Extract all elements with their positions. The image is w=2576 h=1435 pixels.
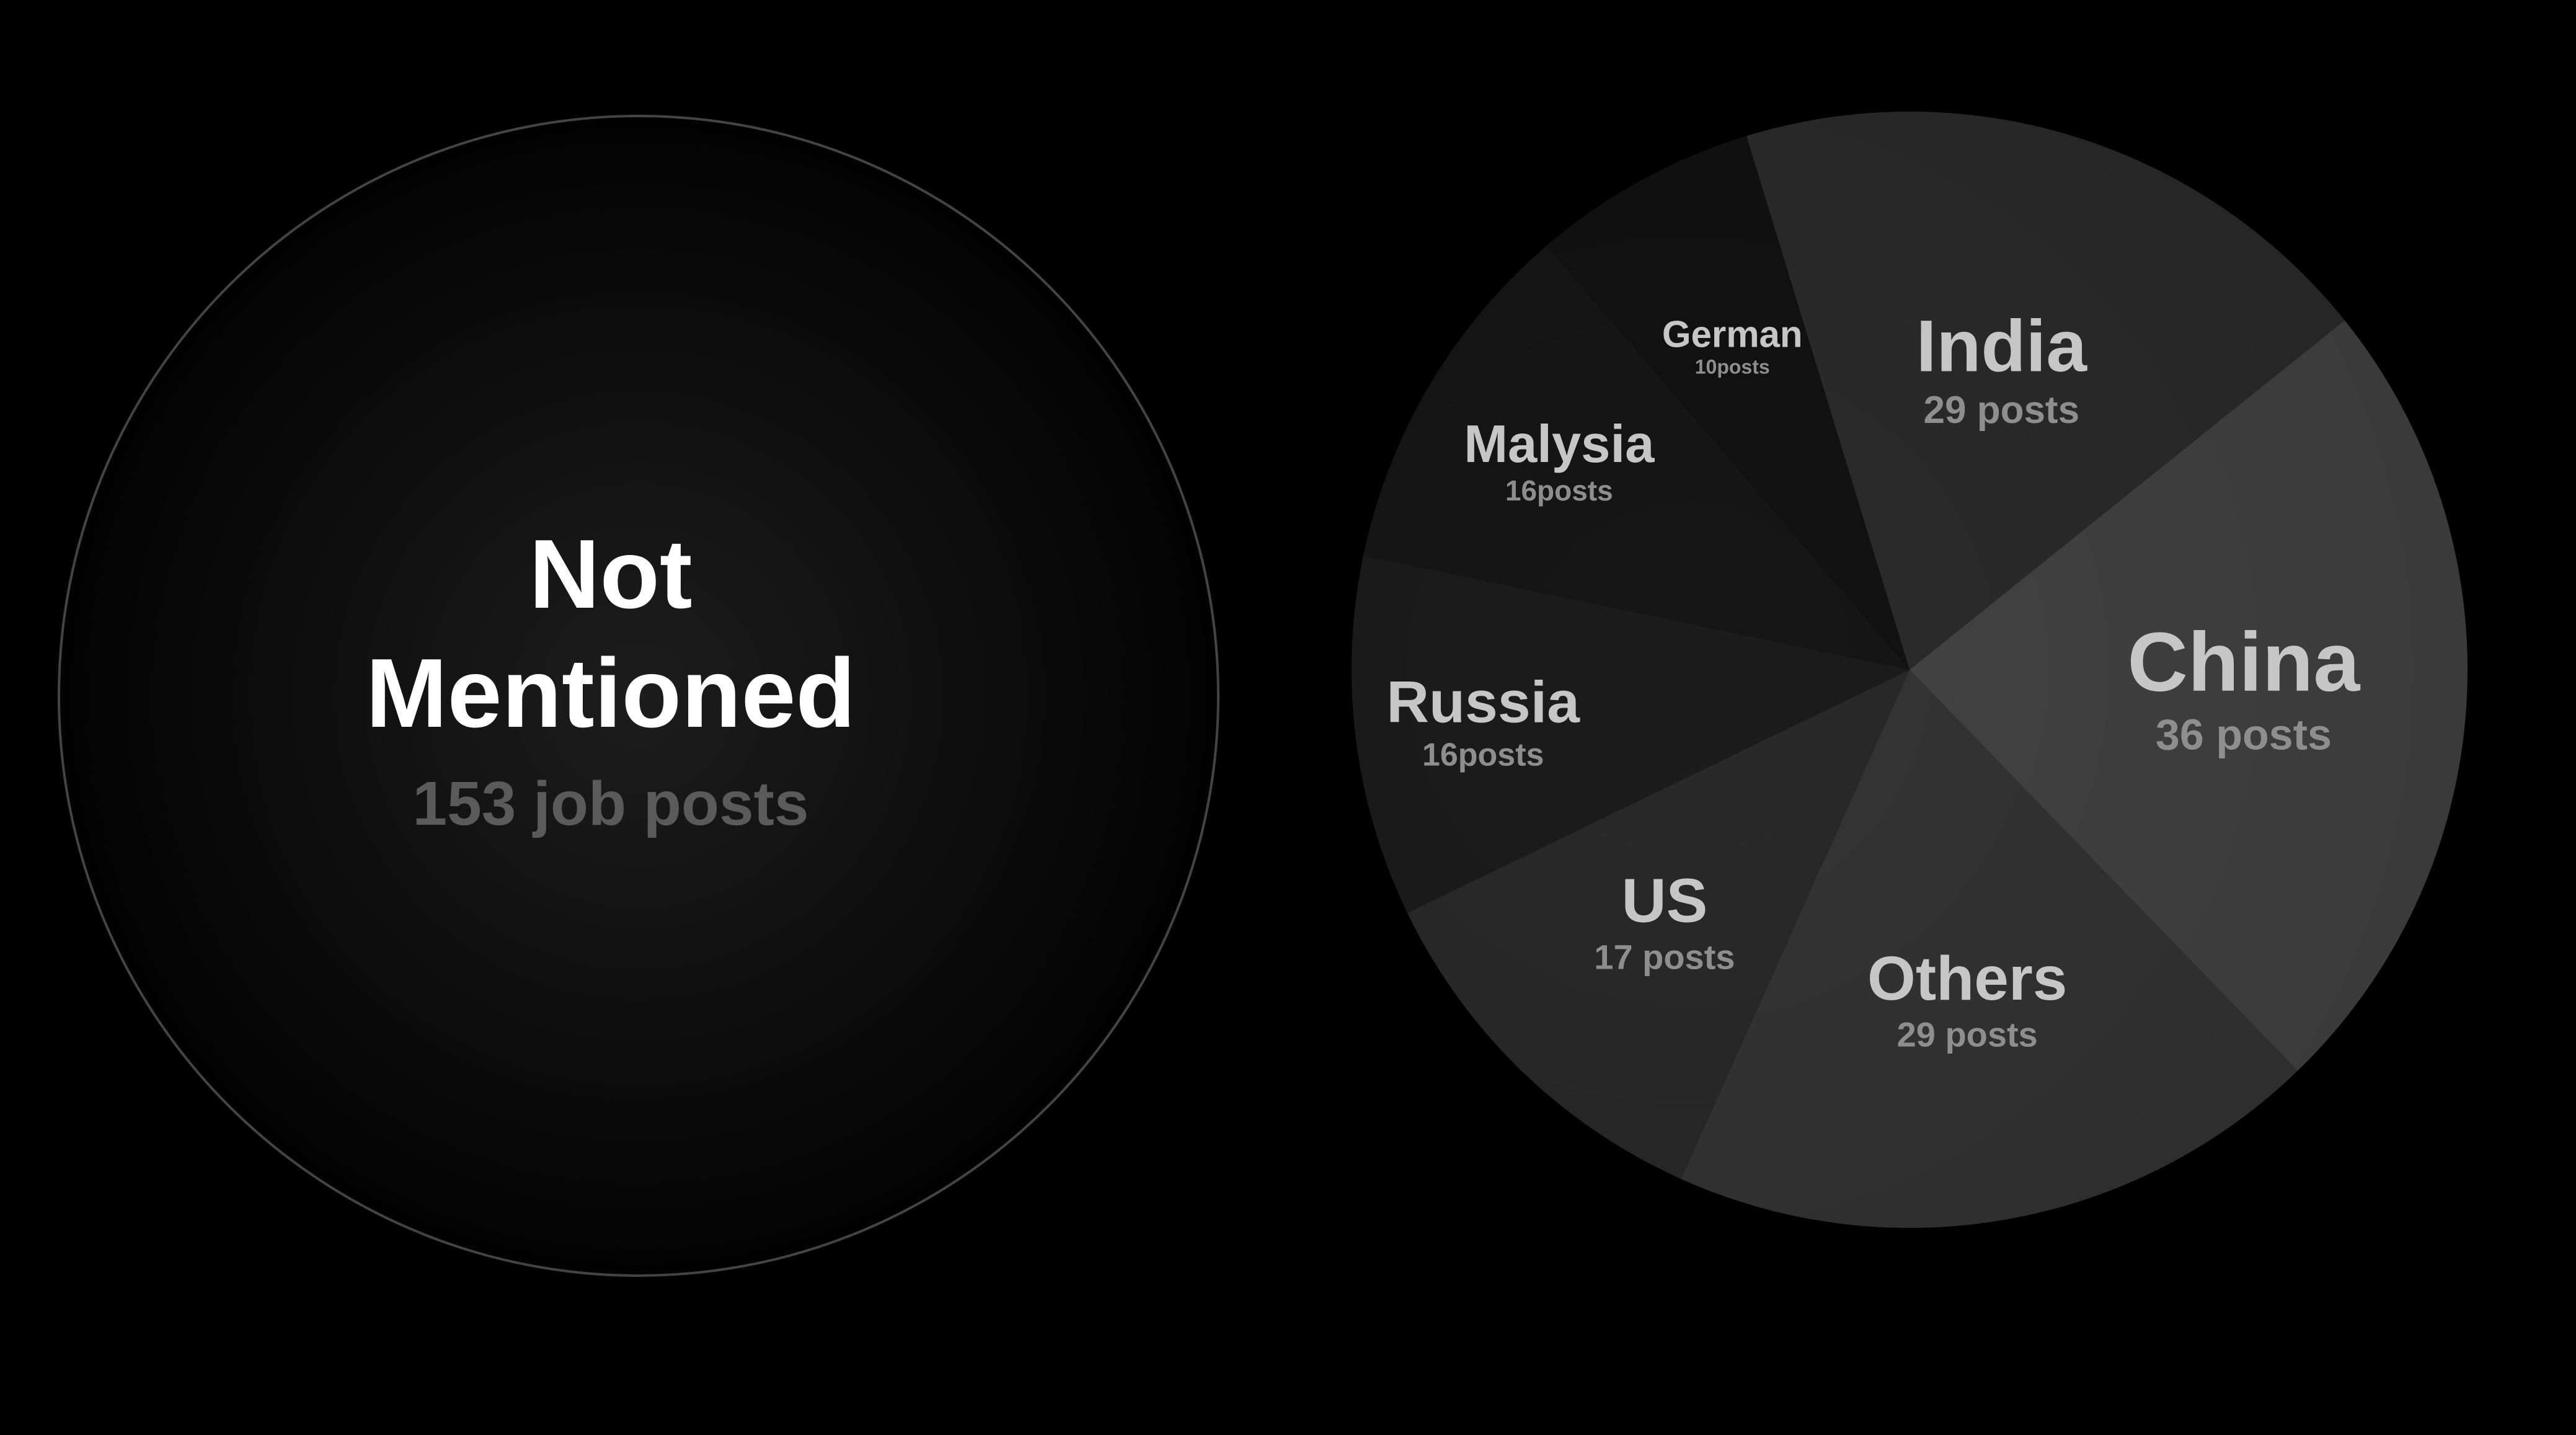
not-mentioned-title-line1: Not [529,520,692,629]
slice-count-china: 36 posts [2156,710,2332,758]
slice-count-russia: 16posts [1422,737,1544,773]
slice-count-malysia: 16posts [1505,474,1613,507]
slice-count-us: 17 posts [1594,937,1735,976]
slice-count-india: 29 posts [1924,389,2080,432]
slice-label-german: German [1662,313,1803,355]
not-mentioned-title-line2: Mentioned [366,639,856,748]
slice-label-russia: Russia [1386,670,1580,735]
slice-count-german: 10posts [1695,356,1770,378]
slice-count-others: 29 posts [1897,1015,2038,1054]
slice-label-china: China [2127,615,2360,709]
not-mentioned-group: Not Mentioned 153 job posts [58,115,1219,1277]
slice-label-malysia: Malysia [1464,415,1655,474]
slice-label-others: Others [1867,944,2067,1013]
slice-label-india: India [1916,305,2088,387]
not-mentioned-circle [58,115,1219,1277]
not-mentioned-count: 153 job posts [412,769,808,838]
slice-label-us: US [1621,866,1707,936]
